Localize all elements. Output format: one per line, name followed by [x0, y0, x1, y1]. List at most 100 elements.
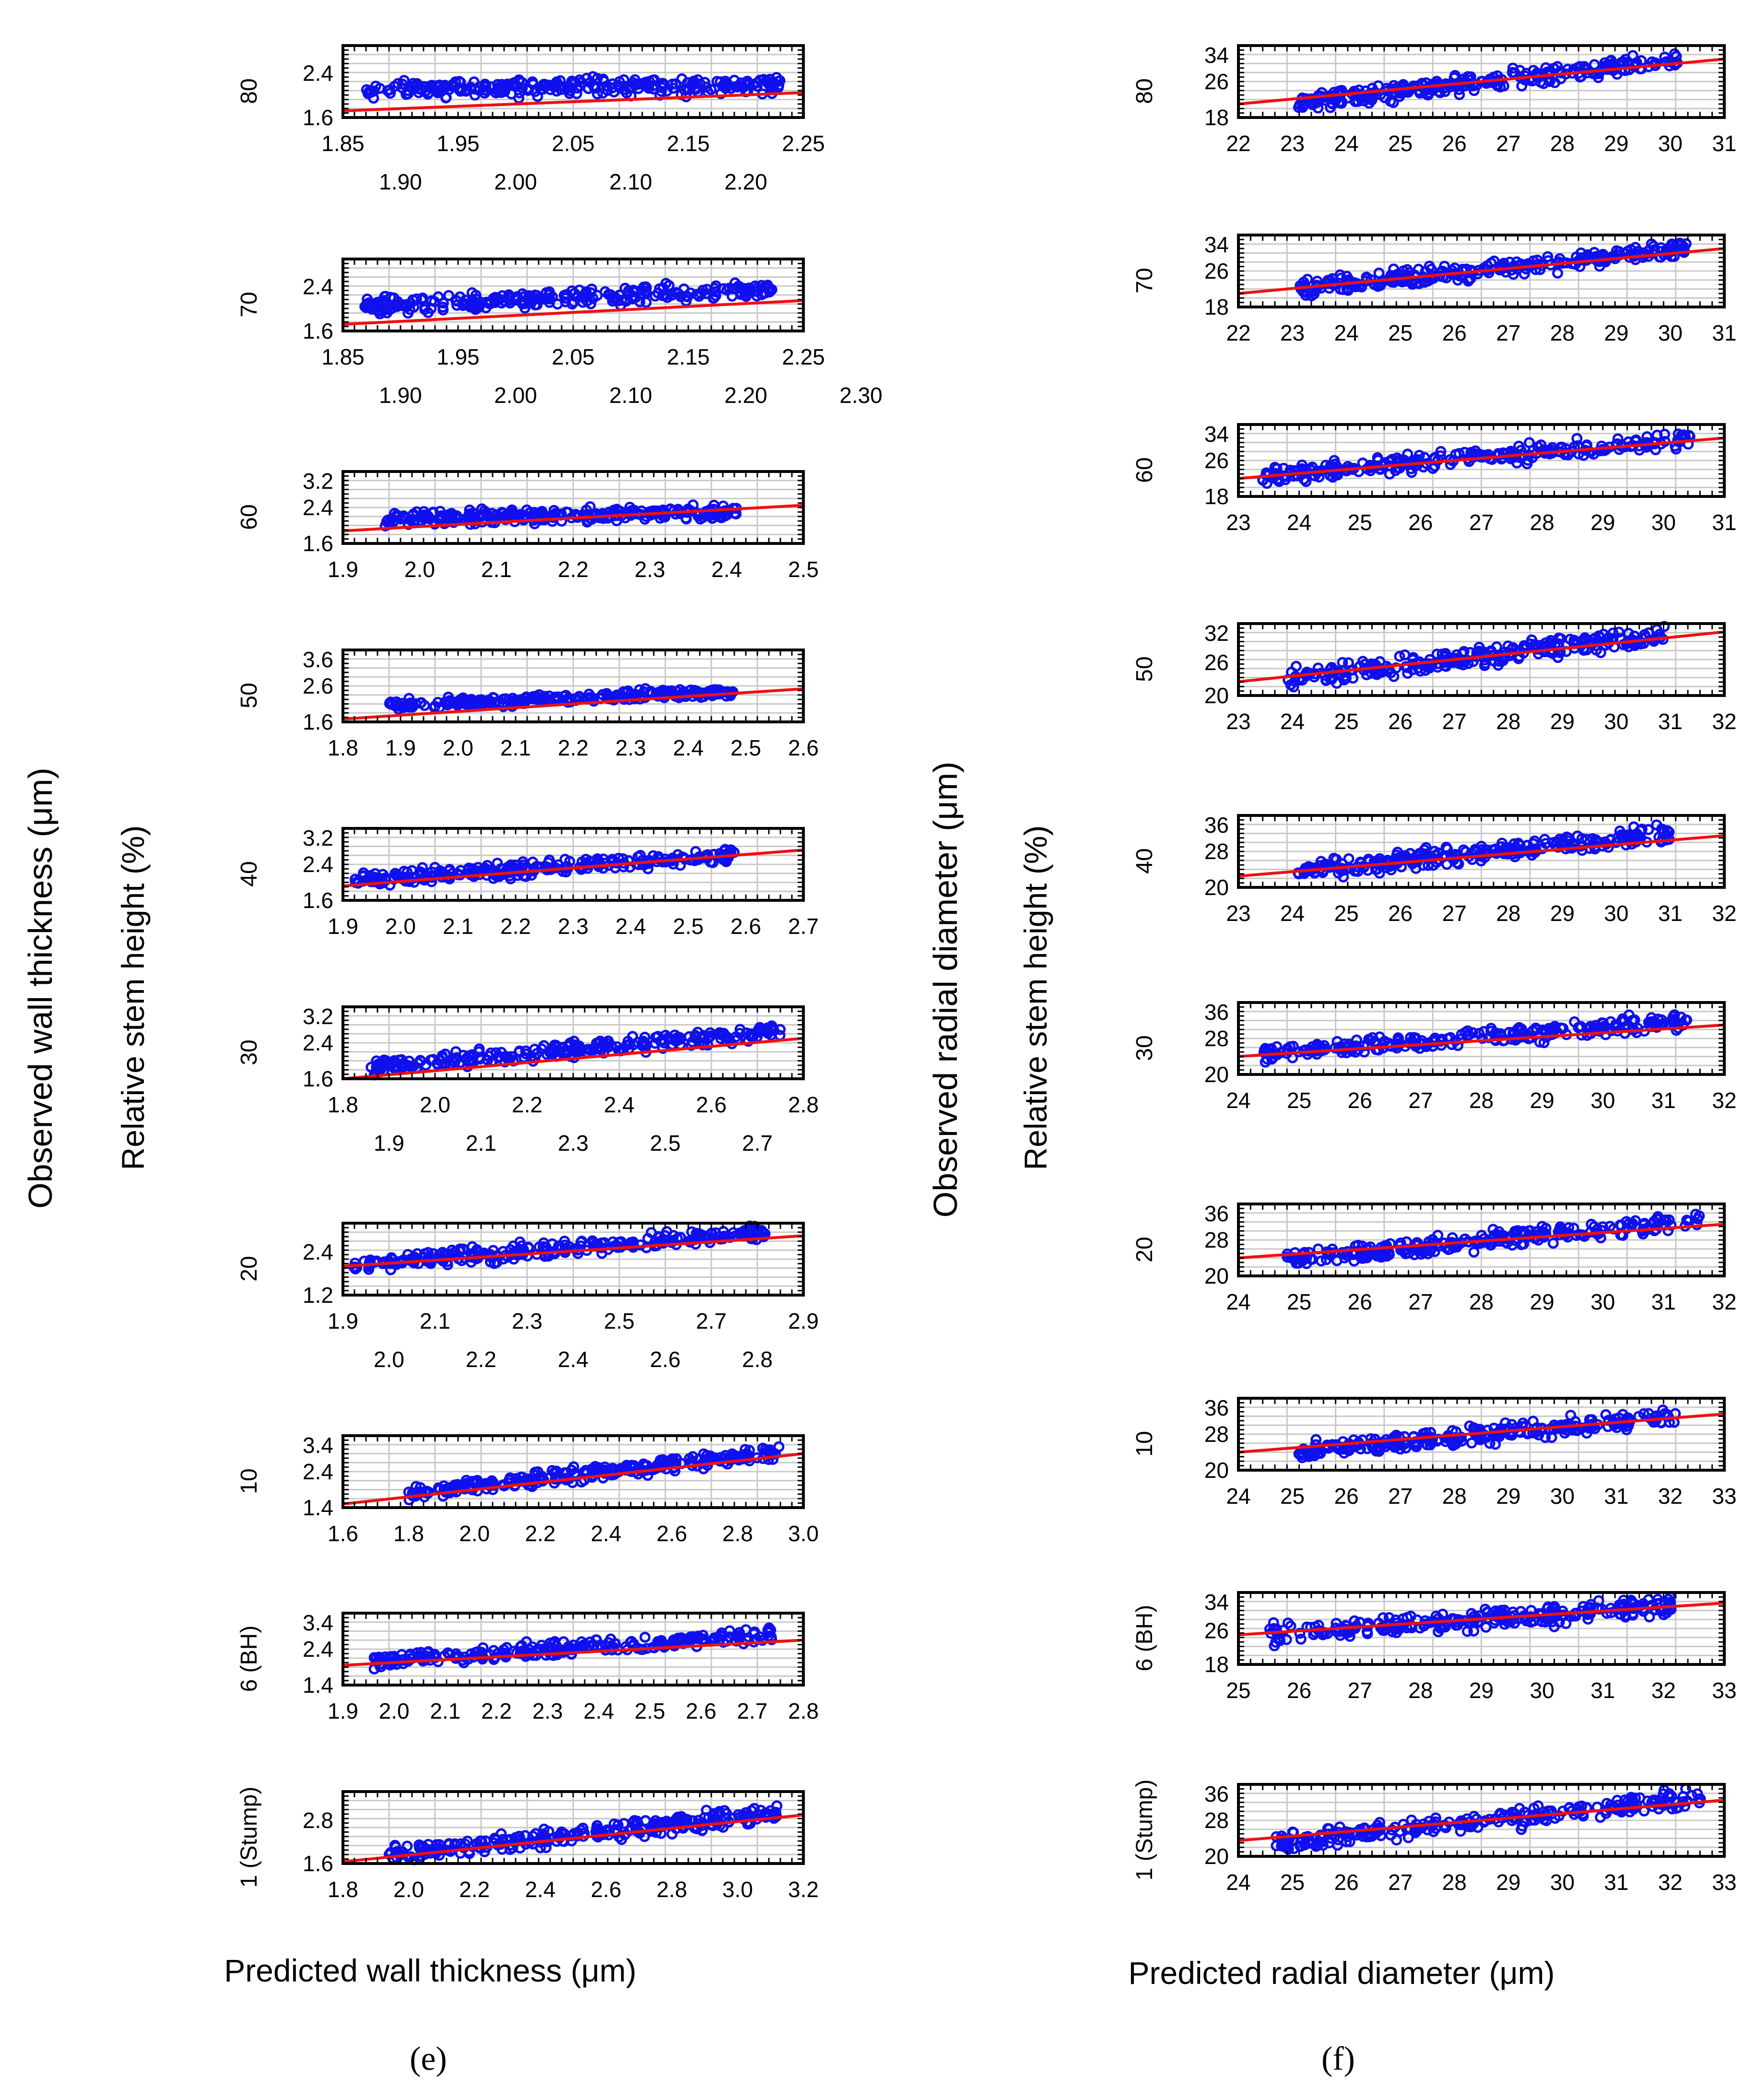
data-point [444, 696, 455, 708]
data-point [544, 297, 555, 308]
data-point [626, 292, 637, 303]
x-tick-label: 30 [1658, 320, 1683, 345]
data-point [577, 292, 589, 304]
x-tick-label: 2.0 [393, 1877, 424, 1902]
x-tick-label: 1.8 [393, 1521, 424, 1546]
x-tick-label: 2.2 [558, 735, 589, 760]
data-point [701, 283, 713, 295]
x-tick-label: 2.5 [673, 914, 704, 939]
x-tick-label: 1.90 [379, 169, 422, 194]
x-tick-label: 2.7 [742, 1131, 773, 1156]
x-tick-label: 23 [1280, 320, 1305, 345]
x-tick-label: 2.9 [788, 1309, 819, 1333]
data-point [558, 290, 570, 301]
x-tick-label: 2.8 [722, 1521, 753, 1546]
data-point [479, 505, 490, 517]
data-point [502, 861, 514, 873]
data-point [613, 82, 625, 93]
x-tick-label: 2.0 [404, 557, 435, 582]
data-point [527, 856, 539, 868]
x-tick-label: 2.25 [782, 131, 825, 156]
data-point [612, 689, 624, 701]
x-tick-label: 1.9 [328, 1699, 358, 1723]
points [359, 277, 777, 319]
data-point [384, 698, 395, 709]
x-tick-label: 27 [1496, 131, 1520, 156]
data-point [741, 79, 752, 90]
data-point [482, 860, 493, 871]
points [403, 1441, 785, 1506]
panel-e-8: 1.9 2.0 2.1 2.2 2.3 2.4 2.5 2.6 2.7 2.81.42.43.46… [236, 1610, 819, 1723]
data-point [640, 296, 652, 308]
data-point [642, 863, 654, 874]
y-tick-label: 1.4 [303, 1673, 333, 1698]
data-point [589, 82, 600, 94]
data-point [749, 280, 761, 292]
data-point [419, 511, 431, 523]
x-tick-label: 2.7 [737, 1699, 767, 1723]
fit-line [342, 504, 804, 532]
y-tick-label: 3.6 [303, 647, 333, 672]
data-point [379, 299, 391, 311]
x-tick-label: 2.5 [730, 735, 761, 760]
data-point [488, 692, 499, 704]
height-label: 6 (BH) [236, 1626, 262, 1692]
panel-e-1: 1.85 1.95 2.05 2.15 2.25 1.90 2.00 2.10 2.20 2.30… [236, 258, 883, 408]
x-tick-label: 2.4 [583, 1699, 614, 1723]
x-tick-label: 25 [1388, 320, 1413, 345]
grid [343, 472, 803, 543]
data-point [528, 78, 539, 90]
data-point [435, 86, 447, 97]
data-point [768, 77, 779, 88]
y-tick-label: 2.6 [303, 673, 333, 698]
x-tick-label: 1.6 [328, 1521, 358, 1546]
height-label: 50 [236, 683, 262, 708]
panel-e-0: 1.85 1.95 2.05 2.15 2.25 1.90 2.00 2.10 2.20 1.6 2… [236, 44, 825, 194]
data-point [451, 510, 462, 521]
data-point [467, 299, 478, 311]
x-tick-label: 2.4 [615, 914, 646, 939]
y-tick-label: 1.6 [303, 1066, 333, 1091]
data-point [399, 75, 410, 86]
x-tick-label: 1.9 [385, 735, 416, 760]
x-tick-label: 2.1 [466, 1131, 496, 1156]
data-point [551, 85, 562, 97]
fit-line [342, 299, 804, 326]
x-tick-label: 3.0 [722, 1877, 753, 1902]
x-tick-label: 28 [1550, 320, 1575, 345]
x-tick-label: 2.6 [788, 735, 819, 760]
x-tick-label: 2.7 [788, 914, 819, 939]
height-label: 20 [236, 1256, 262, 1281]
y-tick-label: 2.4 [303, 274, 333, 299]
data-point [682, 291, 694, 303]
x-tick-label: 22 [1226, 320, 1250, 345]
y-tick-label: 1.6 [303, 531, 333, 556]
data-point [420, 85, 432, 96]
data-point [657, 78, 668, 89]
data-point [479, 84, 491, 95]
data-point [404, 514, 416, 525]
data-point [636, 855, 648, 866]
data-point [408, 872, 420, 884]
x-tick-label: 2.6 [657, 1521, 687, 1546]
x-tick-label: 2.0 [374, 1347, 404, 1372]
height-label: 10 [236, 1468, 262, 1494]
x-tick-label: 2.0 [385, 914, 416, 939]
data-point [511, 295, 523, 306]
height-label: 60 [236, 504, 262, 530]
x-tick-label: 3.2 [788, 1877, 819, 1902]
x-tick-label: 2.2 [459, 1877, 490, 1902]
x-tick-label: 2.6 [730, 914, 761, 939]
data-point [689, 855, 700, 866]
fit-line [342, 849, 804, 887]
x-tick-label: 2.4 [558, 1347, 589, 1372]
tick-marks [342, 258, 804, 332]
data-point [388, 516, 399, 528]
data-point [423, 307, 434, 319]
x-tick-label: 2.5 [650, 1131, 681, 1156]
data-point [666, 685, 678, 696]
x-tick-label: 2.2 [558, 557, 589, 582]
x-tick-label: 2.20 [724, 383, 767, 408]
x-tick-label: 2.1 [420, 1309, 450, 1333]
